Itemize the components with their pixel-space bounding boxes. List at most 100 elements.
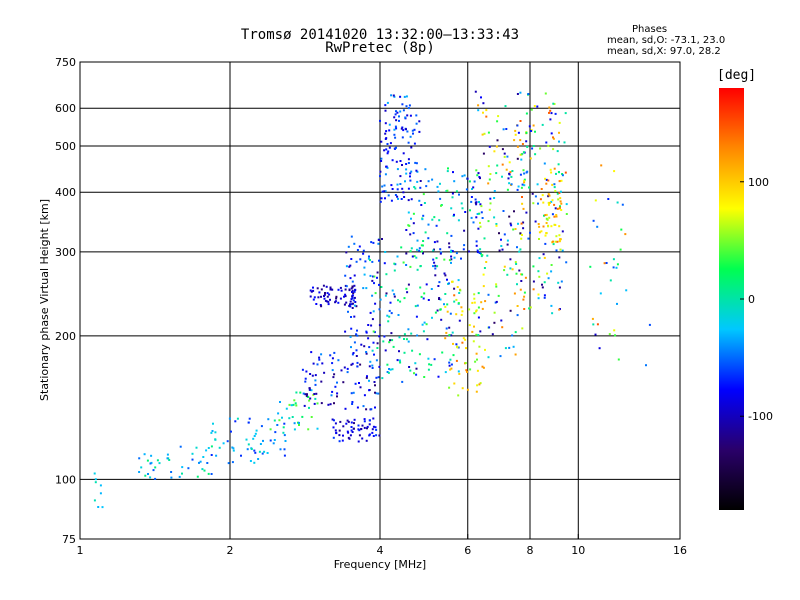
data-point	[150, 454, 153, 457]
data-point	[369, 360, 372, 363]
data-point	[478, 383, 481, 386]
data-point	[503, 265, 506, 268]
data-point	[368, 419, 371, 422]
data-point	[515, 272, 518, 275]
data-point	[395, 146, 397, 149]
data-point	[396, 195, 399, 198]
data-point	[93, 472, 96, 475]
y-tick-label: 400	[55, 186, 76, 199]
data-point	[260, 425, 263, 428]
data-point	[421, 323, 424, 326]
data-point	[407, 340, 410, 343]
data-point	[554, 224, 557, 226]
data-point	[247, 443, 250, 446]
data-point	[347, 436, 350, 439]
data-point	[511, 334, 514, 337]
data-point	[519, 248, 522, 251]
data-point	[495, 300, 498, 303]
data-point	[277, 412, 280, 415]
data-point	[376, 276, 378, 279]
data-point	[254, 432, 257, 435]
data-point	[414, 187, 417, 190]
y-tick-label: 600	[55, 102, 76, 115]
data-point	[531, 192, 534, 195]
data-point	[563, 141, 566, 144]
data-point	[360, 428, 363, 430]
data-point	[428, 363, 431, 366]
data-point	[614, 334, 616, 337]
data-point	[559, 206, 561, 209]
data-point	[395, 160, 398, 163]
chart-subtitle: RwPretec (8p)	[325, 40, 435, 56]
data-point	[339, 286, 342, 289]
data-point	[462, 248, 465, 251]
data-point	[528, 186, 530, 189]
data-point	[423, 202, 426, 204]
data-point	[501, 326, 504, 329]
data-point	[468, 308, 471, 311]
data-point	[469, 209, 471, 212]
data-point	[455, 252, 458, 255]
data-point	[441, 351, 444, 354]
data-point	[487, 356, 490, 359]
data-point	[283, 434, 286, 437]
data-point	[294, 402, 297, 405]
data-point	[543, 294, 546, 297]
data-point	[422, 297, 425, 300]
data-point	[363, 345, 366, 348]
data-point	[312, 362, 315, 365]
data-point	[332, 376, 335, 379]
data-point	[478, 212, 481, 215]
data-point	[316, 427, 319, 430]
data-point	[496, 120, 499, 123]
data-point	[474, 360, 477, 363]
data-point	[488, 178, 491, 181]
data-point	[516, 157, 519, 160]
data-point	[366, 427, 368, 430]
data-point	[383, 184, 386, 187]
data-point	[476, 251, 479, 254]
data-point	[557, 163, 560, 166]
data-point	[386, 152, 389, 155]
data-point	[541, 286, 544, 289]
data-point	[510, 183, 513, 186]
data-point	[199, 460, 202, 463]
data-point	[498, 232, 500, 235]
data-point	[552, 243, 555, 246]
data-point	[396, 183, 399, 186]
data-point	[464, 338, 467, 341]
data-point	[542, 253, 545, 256]
data-point	[479, 248, 482, 251]
data-point	[439, 182, 441, 185]
data-point	[450, 250, 452, 253]
data-point	[559, 190, 562, 193]
data-point	[344, 295, 347, 298]
data-point	[495, 172, 498, 175]
data-point	[205, 449, 208, 452]
data-point	[466, 177, 469, 180]
data-point	[328, 293, 331, 296]
data-point	[468, 180, 471, 183]
data-point	[525, 140, 528, 143]
data-point	[405, 264, 408, 266]
data-point	[521, 202, 524, 205]
data-point	[283, 454, 286, 457]
data-point	[482, 102, 485, 105]
data-point	[411, 129, 414, 132]
data-point	[503, 269, 506, 272]
data-point	[352, 299, 355, 302]
data-point	[486, 254, 489, 257]
data-point	[516, 145, 519, 148]
data-point	[554, 112, 557, 115]
data-point	[274, 431, 277, 434]
data-point	[361, 437, 364, 440]
data-point	[541, 123, 544, 126]
data-point	[407, 328, 410, 331]
data-point	[351, 362, 354, 365]
data-point	[520, 186, 523, 189]
x-tick-labels: 1 2 4 6 8 10 16	[77, 534, 687, 557]
data-point	[416, 268, 419, 271]
data-point	[472, 186, 475, 189]
data-point	[457, 394, 460, 397]
data-point	[415, 169, 418, 172]
